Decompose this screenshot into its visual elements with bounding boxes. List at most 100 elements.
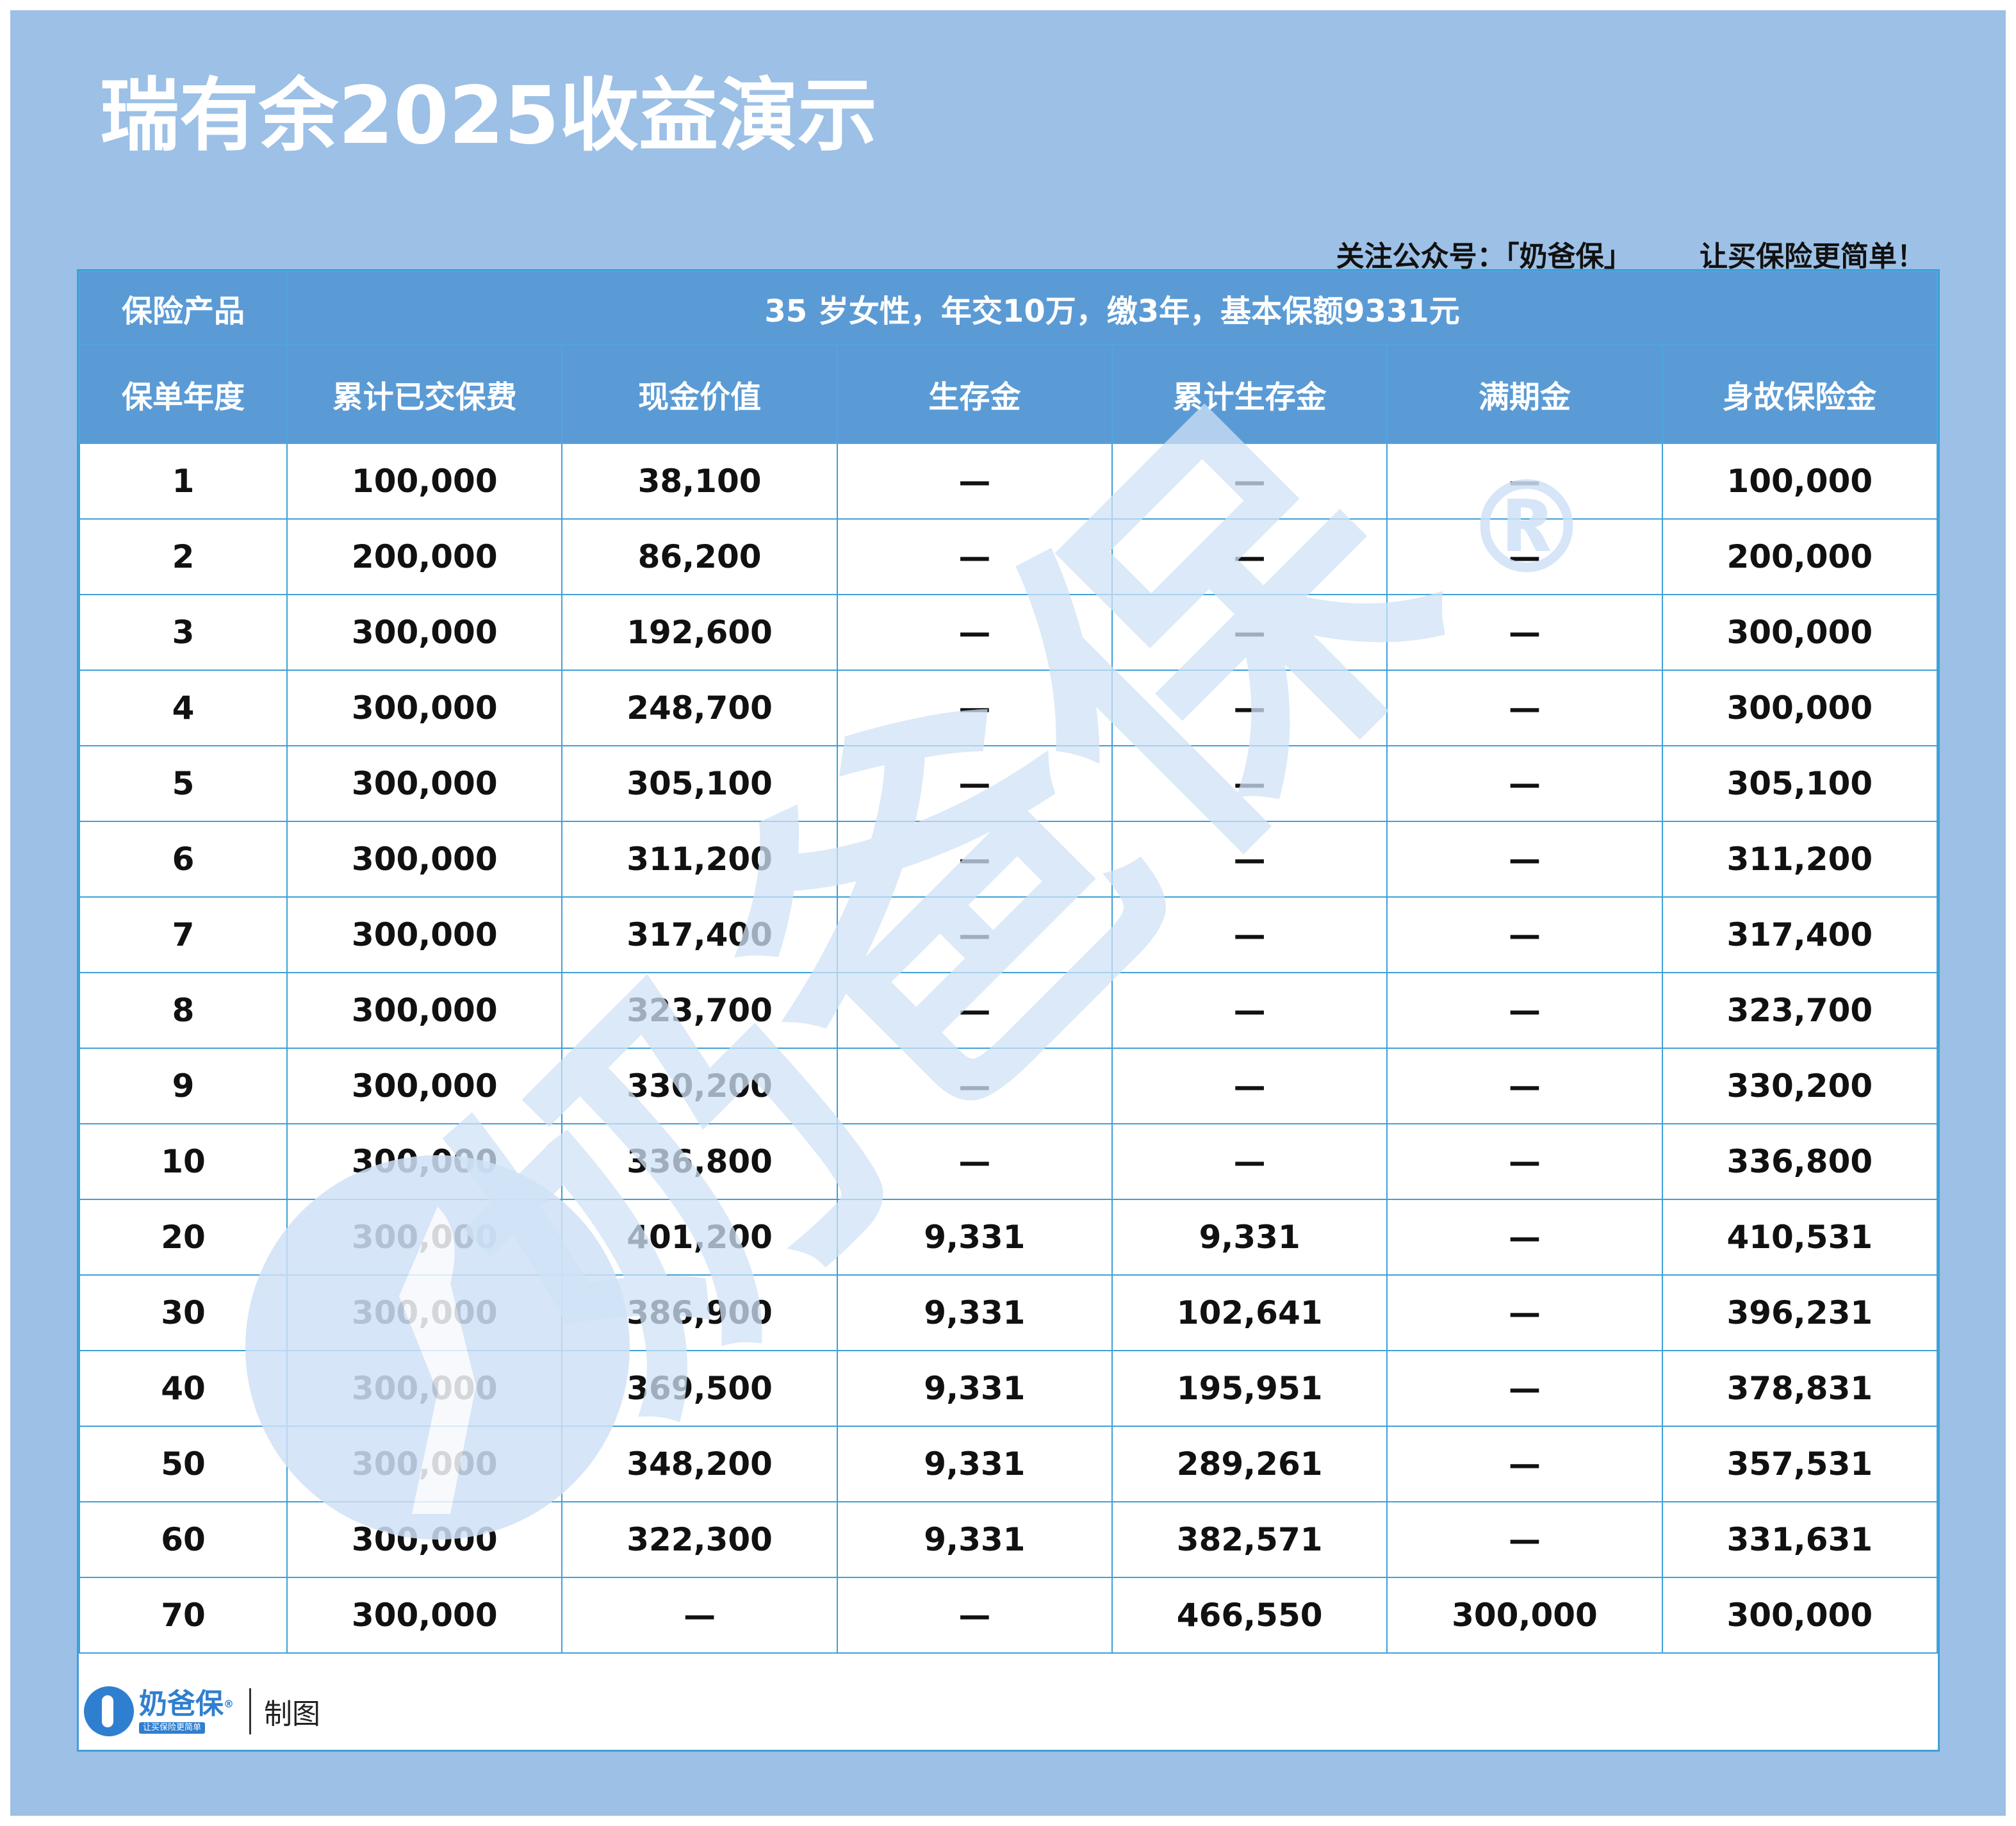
table-cell: 300,000 (286, 1577, 563, 1654)
table-cell: 70 (78, 1577, 288, 1654)
table-cell: 9,331 (836, 1199, 1113, 1276)
table-cell: 336,800 (561, 1123, 838, 1200)
table-row: 5 300,000 305,100— — —305,100 (78, 745, 1938, 822)
table-cell: — (836, 972, 1113, 1049)
table-row: 70 300,000— —466,550 300,000 300,000 (78, 1577, 1938, 1654)
table-cell: — (836, 443, 1113, 520)
brand-logo-icon (84, 1686, 134, 1736)
table-cell: 38,100 (561, 443, 838, 520)
table-cell: — (1111, 745, 1388, 822)
table-cell: 357,531 (1661, 1426, 1938, 1502)
table-cell: — (1386, 896, 1663, 973)
table-row: 4 300,000 248,700— — —300,000 (78, 670, 1938, 746)
table-cell: — (1111, 594, 1388, 671)
table-cell: — (1386, 1199, 1663, 1276)
table-cell: — (836, 518, 1113, 595)
table-cell: 100,000 (286, 443, 563, 520)
table-cell: — (1386, 1048, 1663, 1124)
table-cell: 396,231 (1661, 1274, 1938, 1351)
table-row: 10 300,000 336,800— — —336,800 (78, 1123, 1938, 1200)
table-cell: — (836, 670, 1113, 746)
brand-registered-mark: ® (224, 1698, 234, 1710)
table-cell: 9 (78, 1048, 288, 1124)
table-cell: 300,000 (286, 1048, 563, 1124)
table-row: 1 100,000 38,100— — —100,000 (78, 443, 1938, 520)
table-cell: — (836, 1123, 1113, 1200)
brand-slogan: 让买保险更简单 (139, 1722, 206, 1734)
table-cell: 6 (78, 821, 288, 898)
table-cell: 7 (78, 896, 288, 973)
table-cell: 50 (78, 1426, 288, 1502)
table-cell: 330,200 (561, 1048, 838, 1124)
table-row: 20 300,000 401,200 9,331 9,331—410,531 (78, 1199, 1938, 1276)
table-cell: 386,900 (561, 1274, 838, 1351)
table-cell: 200,000 (286, 518, 563, 595)
table-row: 9 300,000 330,200— — —330,200 (78, 1048, 1938, 1124)
table-cell: 5 (78, 745, 288, 822)
table-row: 6 300,000 311,200— — —311,200 (78, 821, 1938, 898)
table-cell: 336,800 (1661, 1123, 1938, 1200)
table-cell: 10 (78, 1123, 288, 1200)
table-cell: — (836, 1048, 1113, 1124)
table-cell: 311,200 (1661, 821, 1938, 898)
table-cell: — (1111, 1123, 1388, 1200)
table-cell: — (1386, 1350, 1663, 1427)
table-cell: 200,000 (1661, 518, 1938, 595)
table-cell: — (1386, 1123, 1663, 1200)
table-cell: 300,000 (286, 972, 563, 1049)
column-header: 现金价值 (561, 344, 838, 444)
table-cell: 9,331 (836, 1501, 1113, 1578)
table-cell: 300,000 (286, 745, 563, 822)
table-cell: 300,000 (286, 896, 563, 973)
table-cell: 9,331 (836, 1274, 1113, 1351)
table-cell: 20 (78, 1199, 288, 1276)
follow-slogan: 让买保险更简单！ (1700, 240, 1925, 273)
table-cell: — (1111, 518, 1388, 595)
table-row: 8 300,000 323,700— — —323,700 (78, 972, 1938, 1049)
table-cell: 300,000 (1661, 670, 1938, 746)
table-cell: 466,550 (1111, 1577, 1388, 1654)
table-cell: — (836, 896, 1113, 973)
product-label: 保险产品 (78, 271, 288, 345)
column-header-row: 保单年度 累计已交保费 现金价值 生存金 累计生存金 满期金 身故保险金 (78, 344, 1938, 444)
table-cell: 9,331 (836, 1426, 1113, 1502)
table-cell: — (1111, 972, 1388, 1049)
table-cell: 9,331 (836, 1350, 1113, 1427)
column-header: 累计生存金 (1111, 344, 1388, 444)
footer: 奶爸保® 让买保险更简单 制图 (79, 1673, 1938, 1750)
table-cell: 60 (78, 1501, 288, 1578)
table-cell: 401,200 (561, 1199, 838, 1276)
table-cell: — (836, 821, 1113, 898)
table-cell: 100,000 (1661, 443, 1938, 520)
table-cell: — (1111, 1048, 1388, 1124)
table-cell: 410,531 (1661, 1199, 1938, 1276)
column-header: 累计已交保费 (286, 344, 563, 444)
table-cell: — (1386, 821, 1663, 898)
table-cell: 369,500 (561, 1350, 838, 1427)
table-cell: 300,000 (286, 670, 563, 746)
table-cell: 348,200 (561, 1426, 838, 1502)
table-cell: 1 (78, 443, 288, 520)
table-cell: 40 (78, 1350, 288, 1427)
table-cell: 86,200 (561, 518, 838, 595)
table-cell: — (1386, 670, 1663, 746)
table-cell: 3 (78, 594, 288, 671)
footer-maker-label: 制图 (264, 1698, 320, 1731)
table-cell: — (1111, 443, 1388, 520)
table-row: 60 300,000 322,300 9,331 382,571—331,631 (78, 1501, 1938, 1578)
table-cell: 30 (78, 1274, 288, 1351)
table-cell: 2 (78, 518, 288, 595)
table-cell: — (836, 594, 1113, 671)
table-cell: 289,261 (1111, 1426, 1388, 1502)
table-cell: 102,641 (1111, 1274, 1388, 1351)
column-header: 满期金 (1386, 344, 1663, 444)
table-cell: 323,700 (1661, 972, 1938, 1049)
table-cell: — (836, 745, 1113, 822)
table-cell: 382,571 (1111, 1501, 1388, 1578)
table-cell: 317,400 (561, 896, 838, 973)
table-cell: 300,000 (286, 1350, 563, 1427)
follow-banner: 关注公众号：「奶爸保」 让买保险更简单！ (1336, 233, 1925, 274)
table-cell: — (561, 1577, 838, 1654)
table-row: 3 300,000 192,600— — —300,000 (78, 594, 1938, 671)
table-cell: — (1386, 443, 1663, 520)
